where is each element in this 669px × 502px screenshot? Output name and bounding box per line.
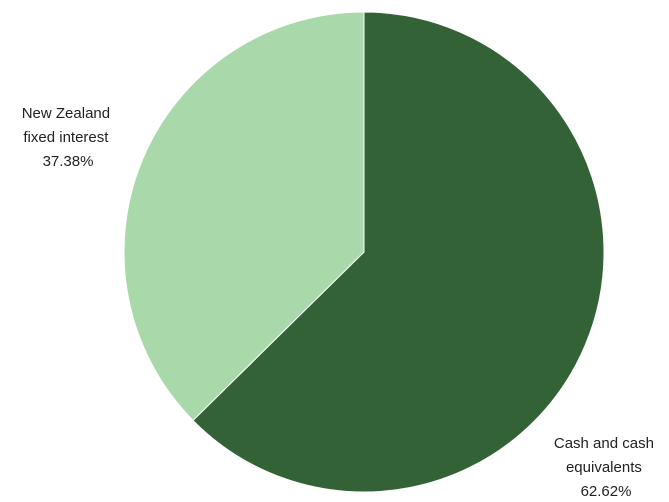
pie-slices [123, 11, 605, 493]
slice-value-label: 62.62% [581, 483, 632, 500]
pie-slice-0 [192, 11, 605, 493]
slice-label-cash-and-cash-equivalents: Cash and cash equivalents 62.62% [554, 435, 658, 500]
slice-label-line: equivalents [566, 459, 642, 476]
slice-label-new-zealand-fixed-interest: New Zealand fixed interest 37.38% [22, 105, 115, 170]
slice-value-label: 37.38% [43, 153, 94, 170]
pie-slice-1 [123, 11, 365, 422]
slice-label-line: Cash and cash [554, 435, 654, 452]
slice-label-line: fixed interest [23, 129, 109, 146]
slice-label-line: New Zealand [22, 105, 110, 122]
